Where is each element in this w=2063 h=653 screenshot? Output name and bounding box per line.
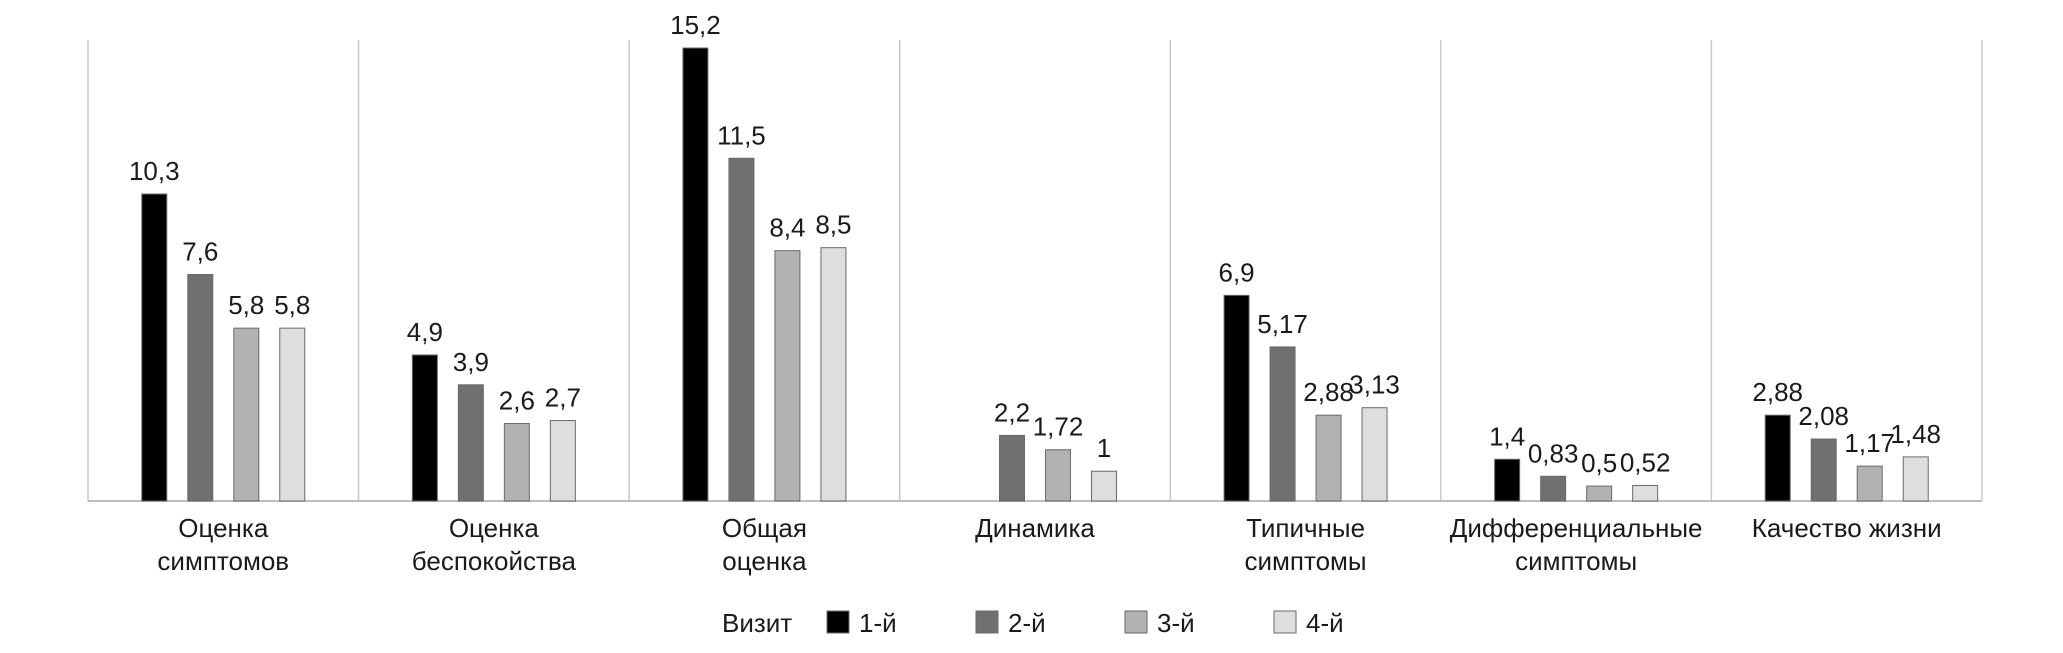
data-label: 5,17: [1257, 309, 1308, 339]
category-label: оценка: [722, 546, 807, 576]
category-labels-group: ОценкасимптомовОценкабеспокойстваОбщаяоц…: [157, 513, 1941, 576]
bar: [549, 420, 576, 502]
data-label: 11,5: [717, 120, 766, 150]
bar: [1494, 458, 1521, 502]
category-label: Динамика: [975, 513, 1095, 543]
data-label: 3,13: [1349, 370, 1400, 400]
bar: [1632, 485, 1659, 502]
bar: [820, 247, 847, 502]
bar: [1223, 294, 1250, 502]
bar: [503, 423, 530, 502]
bar: [1361, 407, 1388, 502]
bar: [1856, 465, 1883, 502]
legend-item-label: 3-й: [1157, 608, 1195, 638]
category-label: беспокойства: [412, 546, 577, 576]
data-label: 5,8: [274, 290, 310, 320]
data-label: 8,4: [769, 213, 805, 243]
data-label: 15,2: [670, 10, 721, 40]
bar: [411, 354, 438, 502]
legend-swatch: [1273, 610, 1297, 634]
data-label: 6,9: [1218, 257, 1254, 287]
bar: [1764, 414, 1791, 502]
data-label: 0,5: [1581, 448, 1617, 478]
category-label: Оценка: [449, 513, 540, 543]
data-label: 10,3: [129, 156, 180, 186]
data-label: 0,83: [1528, 438, 1579, 468]
bar: [999, 434, 1025, 502]
bar: [1269, 346, 1296, 502]
bar: [1810, 438, 1837, 502]
legend-swatch: [1124, 610, 1148, 634]
category-label: Дифференциальные: [1450, 513, 1703, 543]
bar: [1045, 449, 1071, 502]
bar: [1902, 456, 1929, 502]
legend: Визит 1-й 2-й 3-й 4-й: [722, 608, 1344, 638]
bar: [279, 327, 306, 502]
bar: [233, 327, 260, 502]
bar: [1586, 485, 1613, 502]
legend-swatch: [975, 610, 999, 634]
category-label: симптомы: [1245, 546, 1367, 576]
data-label: 0,52: [1620, 448, 1671, 478]
value-labels-group: 10,3 7,6 5,8 5,8 4,9 3,9 2,6 2,7 15,2 11,5 8,4 8,5 2…: [129, 10, 1941, 478]
bar: [457, 384, 484, 502]
data-label: 3,9: [453, 347, 489, 377]
category-separators: [87, 40, 1983, 501]
bar: [774, 250, 801, 502]
bar: [1540, 475, 1567, 502]
category-label: Качество жизни: [1752, 513, 1942, 543]
legend-title: Визит: [722, 608, 792, 638]
data-label: 1,17: [1844, 428, 1895, 458]
data-label: 2,7: [545, 383, 581, 413]
data-label: 1,4: [1489, 421, 1525, 451]
bar: [1091, 470, 1117, 502]
data-label: 4,9: [407, 317, 443, 347]
bars-group: [141, 47, 1929, 502]
legend-item-label: 1-й: [859, 608, 897, 638]
legend-swatch: [826, 610, 850, 634]
data-label: 5,8: [228, 290, 264, 320]
data-label: 2,6: [499, 386, 535, 416]
data-label: 2,08: [1798, 401, 1849, 431]
data-label: 1,72: [1033, 412, 1084, 442]
category-label: Типичные: [1246, 513, 1365, 543]
data-label: 8,5: [815, 210, 851, 240]
data-label: 2,2: [994, 397, 1030, 427]
category-label: Общая: [722, 513, 807, 543]
bar: [187, 274, 214, 502]
bar: [141, 193, 168, 502]
bar: [728, 157, 755, 502]
category-label: симптомы: [1515, 546, 1637, 576]
data-label: 7,6: [182, 237, 218, 267]
bar: [682, 47, 709, 502]
category-label: Оценка: [178, 513, 269, 543]
bar: [1315, 414, 1342, 502]
data-label: 2,88: [1303, 377, 1354, 407]
category-label: симптомов: [157, 546, 289, 576]
legend-item-label: 4-й: [1306, 608, 1344, 638]
data-label: 1,48: [1890, 419, 1941, 449]
legend-item-label: 2-й: [1008, 608, 1046, 638]
legend-items: 1-й 2-й 3-й 4-й: [826, 608, 1344, 638]
data-label: 1: [1097, 433, 1111, 463]
data-label: 2,88: [1752, 377, 1803, 407]
